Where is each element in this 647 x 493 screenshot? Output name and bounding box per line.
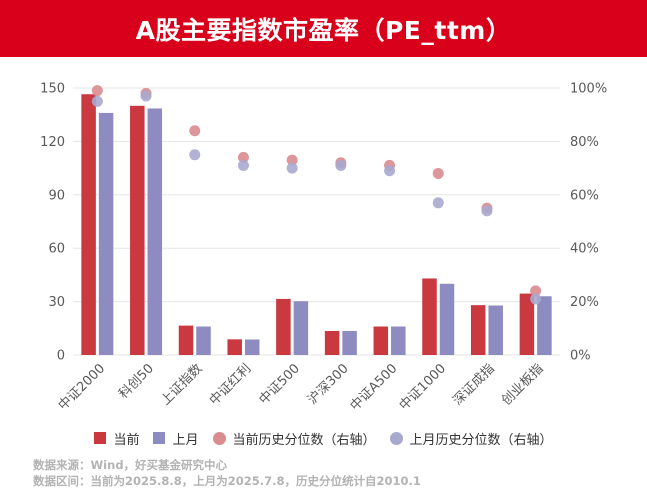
y-left-tick-label: 0 <box>57 349 65 364</box>
y-left-tick-label: 30 <box>48 295 65 310</box>
y-right-tick-label: 100% <box>570 82 607 97</box>
bar-last-month <box>293 301 309 355</box>
legend-label-current-percentile: 当前历史分位数（右轴） <box>232 432 376 448</box>
bar-current <box>130 105 145 355</box>
legend-swatch-current-percentile <box>212 431 226 445</box>
bar-current <box>324 330 340 355</box>
legend-item-last-month-percentile: 上月历史分位数（右轴） <box>389 429 553 448</box>
data-range-note: 数据区间：当前为2025.8.8，上月为2025.7.8，历史分位统计自2010… <box>33 474 421 488</box>
x-category-label: 中证2000 <box>56 361 108 413</box>
x-category-label: 中证500 <box>256 361 303 408</box>
chart-legend: 当前 上月 当前历史分位数（右轴） 上月历史分位数（右轴） <box>0 427 647 449</box>
point-last-month-percentile <box>432 197 444 209</box>
x-category-label: 科创50 <box>116 361 157 402</box>
x-category-label: 中证1000 <box>397 361 449 413</box>
bar-last-month <box>391 326 406 355</box>
legend-label-last-month-percentile: 上月历史分位数（右轴） <box>409 432 553 448</box>
y-right-tick-label: 0% <box>570 349 591 364</box>
x-category-label: 中证红利 <box>206 361 254 409</box>
x-category-label: 沪深300 <box>304 361 351 408</box>
point-current-percentile <box>530 285 542 297</box>
y-right-tick-label: 40% <box>570 242 599 257</box>
legend-label-last-month: 上月 <box>172 432 199 448</box>
x-category-label: 上证指数 <box>158 361 205 408</box>
legend-label-current: 当前 <box>113 432 140 448</box>
point-last-month-percentile <box>481 205 493 217</box>
y-right-tick-label: 60% <box>570 188 599 203</box>
title-bar: A股主要指数市盈率（PE_ttm） <box>0 0 647 57</box>
bar-last-month <box>196 326 211 355</box>
bar-current <box>422 278 437 355</box>
bar-last-month <box>147 108 163 355</box>
bar-last-month <box>244 339 260 355</box>
bar-current <box>81 94 96 356</box>
bar-current <box>227 339 242 355</box>
point-current-percentile <box>91 85 103 97</box>
point-last-month-percentile <box>140 90 152 102</box>
y-left-tick-label: 120 <box>40 135 65 150</box>
x-category-label: 中证A500 <box>348 361 401 414</box>
data-source-note: 数据来源：Wind，好买基金研究中心 <box>33 458 228 472</box>
y-left-tick-label: 150 <box>40 82 65 97</box>
bar-current <box>373 326 389 355</box>
chart-title: A股主要指数市盈率（PE_ttm） <box>135 15 512 45</box>
x-category-label: 深证成指 <box>450 361 497 408</box>
bar-current <box>178 325 194 355</box>
y-right-tick-label: 20% <box>570 295 599 310</box>
bar-last-month <box>98 112 114 355</box>
point-last-month-percentile <box>335 159 347 171</box>
bar-current <box>470 305 486 355</box>
point-last-month-percentile <box>286 162 298 174</box>
legend-swatch-last-month-percentile <box>389 431 403 445</box>
point-current-percentile <box>189 125 201 137</box>
legend-item-current: 当前 <box>94 429 139 448</box>
y-right-tick-label: 80% <box>570 135 599 150</box>
point-current-percentile <box>237 151 249 163</box>
point-current-percentile <box>286 154 298 166</box>
point-last-month-percentile <box>189 149 201 161</box>
bar-last-month <box>488 305 503 355</box>
point-last-month-percentile <box>91 95 103 107</box>
legend-swatch-current <box>94 432 107 444</box>
point-last-month-percentile <box>237 159 249 171</box>
bar-last-month <box>342 330 357 355</box>
bar-last-month <box>537 296 552 355</box>
point-last-month-percentile <box>530 293 542 305</box>
x-category-label: 创业板指 <box>499 361 546 408</box>
y-left-tick-label: 90 <box>48 188 65 203</box>
point-current-percentile <box>432 167 444 179</box>
legend-swatch-last-month <box>153 432 166 444</box>
point-last-month-percentile <box>384 165 396 177</box>
bar-last-month <box>439 283 455 355</box>
pe-ttm-chart: 0 0% 30 20% 60 40% 90 60% 120 80% 150 100% 中证2000 科创5… <box>40 82 607 415</box>
bar-current <box>276 298 291 355</box>
bar-current <box>519 293 535 355</box>
y-left-tick-label: 60 <box>48 242 65 257</box>
footer-notes: 数据来源：Wind，好买基金研究中心 数据区间：当前为2025.8.8，上月为2… <box>33 457 421 489</box>
legend-item-current-percentile: 当前历史分位数（右轴） <box>212 429 376 448</box>
legend-item-last-month: 上月 <box>153 429 199 448</box>
